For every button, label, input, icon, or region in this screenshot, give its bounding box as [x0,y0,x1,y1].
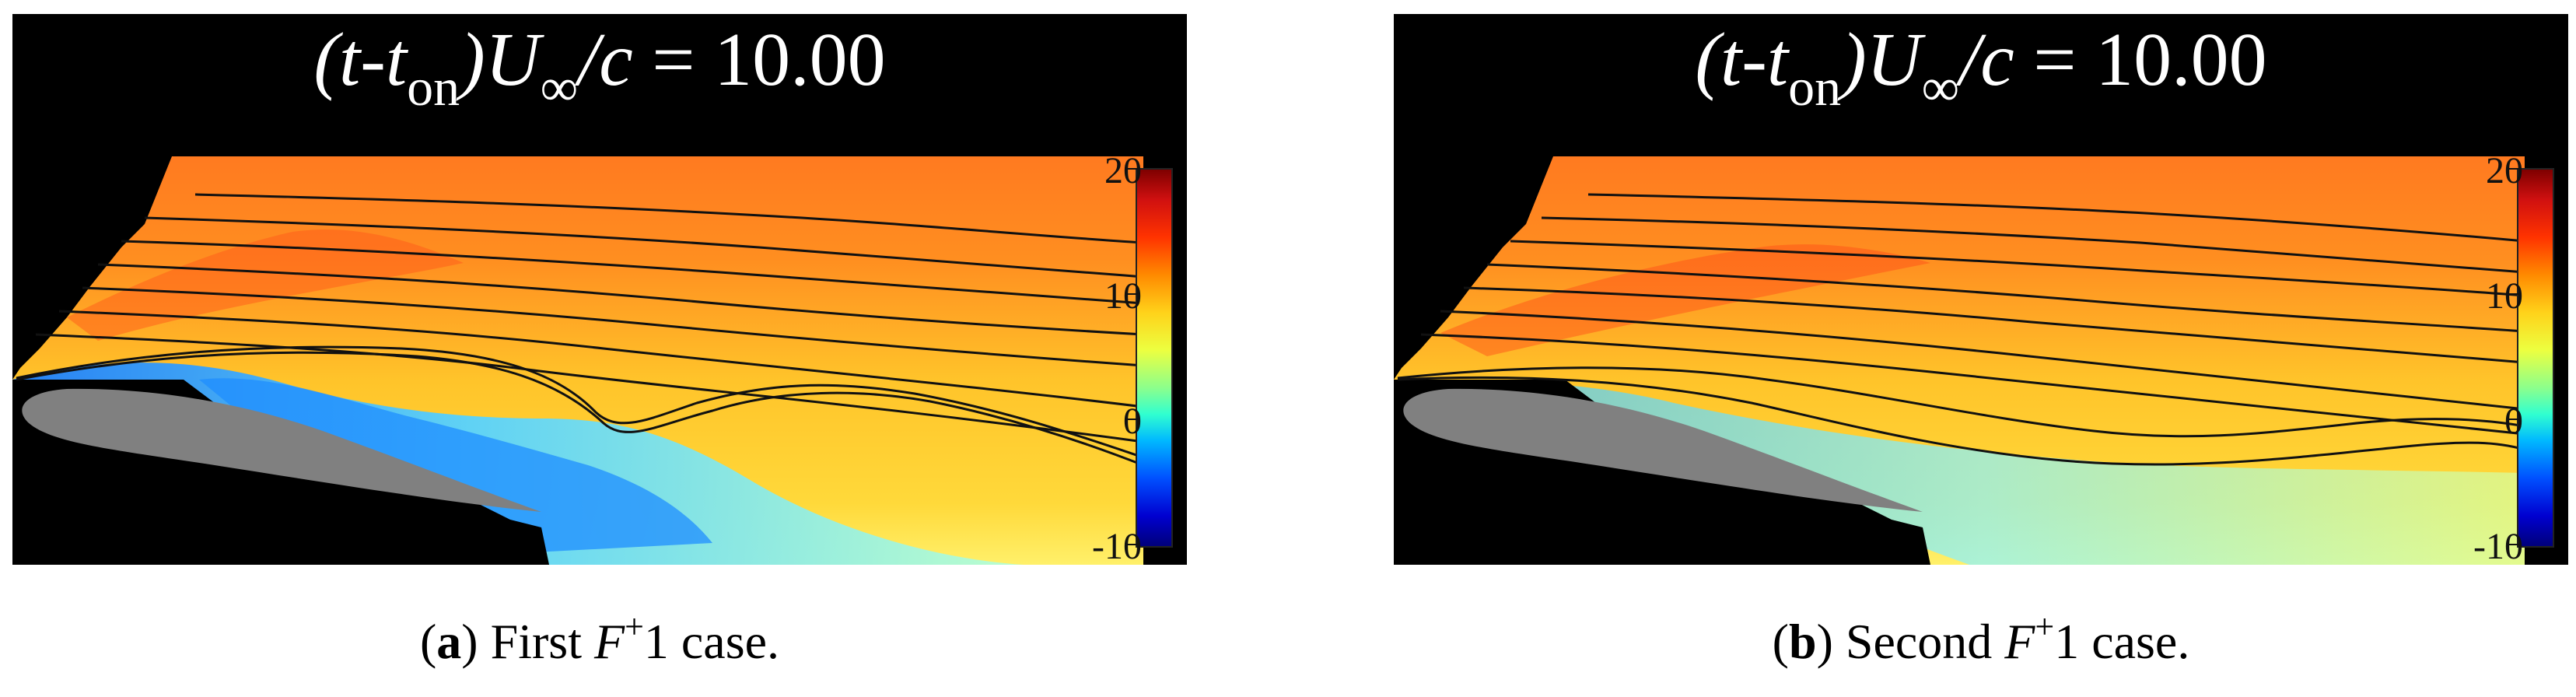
panel-a-caption-text-before: First [478,614,594,669]
panel-b-caption-sup: + [2035,608,2055,646]
panel-a-caption-label: a [436,614,462,669]
cold-region [1448,380,2525,565]
panel-a-caption-close: ) [461,614,478,669]
panel-a-title-sub2: ∞ [540,58,579,117]
panel-b-colorbar-tick-mark [2509,419,2518,420]
panel-b-caption-text-before: Second [1832,614,2005,669]
panel-a-colorbar-tick-minus-10: -10 [1092,526,1142,567]
panel-a-title-u: )U [460,18,541,102]
panel-b-colorbar-tick-mark [2509,293,2518,295]
streamlines [16,193,1144,467]
panel-b-colorbar-tick-0: 0 [2504,401,2523,442]
panel-a-title: (t-ton)U∞/c = 10.00 [12,22,1187,114]
panel-a-colorbar-tick-mark [1128,544,1137,545]
panel-a-caption-math: F [593,614,625,669]
airfoil [22,388,541,512]
panel-b-title-sub2: ∞ [1921,58,1960,117]
panel-b-title-t: (t-t [1695,18,1789,102]
panel-b-colorbar-tick-minus-10: -10 [2473,526,2523,567]
streamlines [1397,193,2525,466]
panel-b-title-sub: on [1788,58,1842,117]
panel-a-caption: (a) First F+1 case. [12,610,1187,671]
panel-b-caption: (b) Second F+1 case. [1394,610,2568,671]
panel-b-caption-open: ( [1772,614,1789,669]
panel-a: (t-ton)U∞/c = 10.00 20 10 0 -10 (a) Firs… [0,0,1213,697]
panel-a-colorbar-tick-mark [1128,419,1137,420]
panel-a-colorbar-tick-0: 0 [1123,401,1142,442]
panel-a-colorbar [1136,168,1173,548]
panel-a-colorbar-tick-mark [1128,168,1137,170]
panel-b-caption-label: b [1788,614,1817,669]
panel-b-colorbar-tick-10: 10 [2486,275,2523,317]
panel-b-title-rest: /c [1959,18,2014,102]
panel-a-title-t: (t-t [313,18,408,102]
panel-a-caption-text-after: 1 case. [643,614,780,669]
panel-b: (t-ton)U∞/c = 10.00 20 10 0 -10 (b) Seco… [1381,0,2576,697]
panel-a-plot [12,14,1187,565]
panel-b-colorbar-tick-mark [2509,544,2518,545]
panel-b-title: (t-ton)U∞/c = 10.00 [1394,22,2568,114]
panel-b-caption-math: F [2004,614,2035,669]
panel-b-caption-text-after: 1 case. [2054,614,2190,669]
hot-region [1440,244,1930,356]
panel-b-plot [1394,14,2568,565]
panel-a-title-rest: /c [578,18,633,102]
airfoil [1403,388,1923,512]
panel-b-colorbar [2517,168,2554,548]
panel-a-title-eq: = 10.00 [632,18,886,102]
hot-region [67,229,464,341]
panel-a-title-sub: on [407,58,460,117]
panel-b-title-eq: = 10.00 [2014,18,2267,102]
panel-a-caption-open: ( [419,614,437,669]
panel-b-title-u: )U [1841,18,1922,102]
panel-a-colorbar-tick-20: 20 [1104,150,1142,191]
panel-a-caption-sup: + [625,608,644,646]
panel-b-colorbar-tick-20: 20 [2486,150,2523,191]
separated-flow-core [199,378,712,559]
panel-b-colorbar-tick-mark [2509,168,2518,170]
panel-b-caption-close: ) [1816,614,1833,669]
panel-a-colorbar-tick-10: 10 [1104,275,1142,317]
panel-a-colorbar-tick-mark [1128,293,1137,295]
